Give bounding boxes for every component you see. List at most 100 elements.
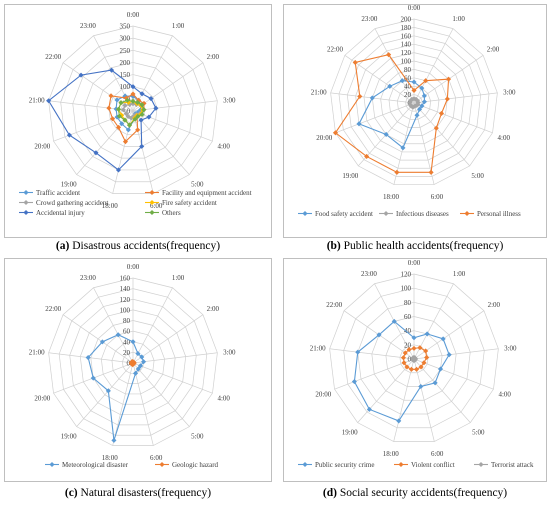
data-point [444, 96, 450, 102]
tick-label: 20 [404, 341, 412, 349]
radar-chart-disastrous-accidents: 0501001502002503003500:001:002:003:004:0… [19, 11, 252, 217]
data-point [419, 103, 425, 109]
caption-public-health-accidents: (b) Public health accidents(frequency) [326, 240, 504, 252]
hour-label: 5:00 [191, 433, 204, 441]
legend-label: Facility and equipment accident [162, 189, 252, 197]
caption-social-security-accidents: (d) Social security accidents(frequency) [322, 487, 508, 499]
legend-label: Meteorological disaster [62, 461, 129, 469]
grid-spoke [393, 358, 415, 442]
hour-label: 4:00 [217, 394, 230, 402]
data-point [351, 379, 357, 385]
data-point [138, 117, 144, 123]
data-point [424, 331, 430, 337]
hour-label: 0:00 [127, 11, 140, 19]
legend-label: Personal illness [477, 210, 521, 218]
hour-label: 23:00 [80, 22, 96, 30]
hour-label: 4:00 [498, 134, 511, 142]
radar-chart-natural-disasters: 0 20 40 60 80 100 120 140 160 0:00 1:00 2:00 3:00 4:0… [29, 263, 236, 469]
hour-label: 2:00 [488, 301, 501, 309]
data-point [130, 339, 136, 345]
hour-label: 21:00 [29, 96, 45, 104]
data-point [137, 363, 143, 369]
data-point [132, 370, 139, 376]
tick-label: 40 [404, 83, 412, 91]
grid-ring [343, 287, 485, 429]
data-point [139, 354, 145, 360]
data-point [115, 124, 122, 130]
grid-spoke [76, 362, 134, 427]
data-point [125, 127, 131, 133]
legend-label: Terrorist attack [491, 461, 534, 469]
series-infectious-diseases [407, 96, 421, 110]
data-point [408, 366, 415, 372]
grid-ring [330, 18, 498, 185]
data-point [437, 366, 444, 372]
hour-label: 6:00 [150, 202, 163, 210]
tick-label: 80 [404, 299, 412, 307]
hour-label: 1:00 [452, 15, 465, 23]
hour-label: 2:00 [487, 45, 500, 53]
grid-ring [371, 60, 457, 145]
grid-ring [72, 49, 194, 171]
legend-marker [398, 461, 404, 468]
legend-label: Food safety accident [315, 210, 373, 218]
legend-marker [149, 199, 155, 206]
tick-label: 180 [401, 24, 412, 32]
grid-spoke [132, 110, 154, 194]
panel-public-health-accidents: 0204060801001201401601802000:001:002:003… [283, 4, 547, 238]
hour-label: 22:00 [45, 305, 61, 313]
hour-label: 1:00 [172, 274, 185, 282]
hour-label: 21:00 [310, 344, 326, 352]
grid-spoke [329, 348, 415, 360]
tick-label: 20 [404, 91, 412, 99]
legend-marker [23, 209, 29, 216]
grid-spoke [93, 287, 134, 364]
grid-spoke [132, 100, 218, 112]
data-point [118, 100, 124, 106]
grid-spoke [112, 362, 134, 446]
tick-label: 100 [120, 306, 131, 314]
data-point [135, 351, 141, 357]
legend-marker [149, 189, 155, 196]
grid-ring [48, 25, 218, 194]
tick-label: 20 [123, 349, 131, 357]
series-violent-conflict [400, 345, 430, 372]
hour-label: 4:00 [498, 390, 511, 398]
grid-spoke [132, 314, 204, 364]
data-point [406, 347, 412, 353]
tick-label: 60 [404, 313, 412, 321]
data-point [421, 99, 427, 105]
data-point [446, 352, 452, 358]
series-geologic-hazard [128, 359, 137, 368]
data-point [400, 145, 406, 151]
grid-ring [357, 301, 471, 415]
hour-label: 21:00 [311, 88, 327, 96]
tick-label: 140 [401, 41, 412, 49]
legend-marker [383, 210, 389, 217]
data-point [413, 366, 420, 372]
hour-label: 6:00 [431, 450, 444, 458]
hour-label: 3:00 [223, 96, 236, 104]
grid-ring [100, 330, 166, 395]
legend-label: Public security crime [315, 461, 374, 469]
data-point [356, 121, 362, 127]
data-point [124, 97, 130, 103]
data-point [387, 83, 393, 89]
data-point [148, 96, 154, 102]
tick-label: 0 [408, 356, 412, 364]
grid-ring [48, 277, 218, 446]
hour-label: 0:00 [408, 259, 421, 267]
grid-ring [363, 52, 465, 153]
hour-label: 18:00 [102, 454, 118, 462]
hour-label: 6:00 [150, 454, 163, 462]
data-point [105, 388, 111, 394]
data-point [139, 91, 145, 97]
hour-label: 3:00 [504, 344, 517, 352]
series-meteorological-disaster [85, 332, 147, 443]
legend-label: Violent conflict [411, 461, 455, 469]
hour-label: 23:00 [80, 274, 96, 282]
legend: Food safety accident Infectious diseases P… [298, 210, 521, 218]
grid-spoke [132, 110, 213, 142]
grid-spoke [132, 362, 213, 394]
hour-label: 23:00 [361, 15, 377, 23]
